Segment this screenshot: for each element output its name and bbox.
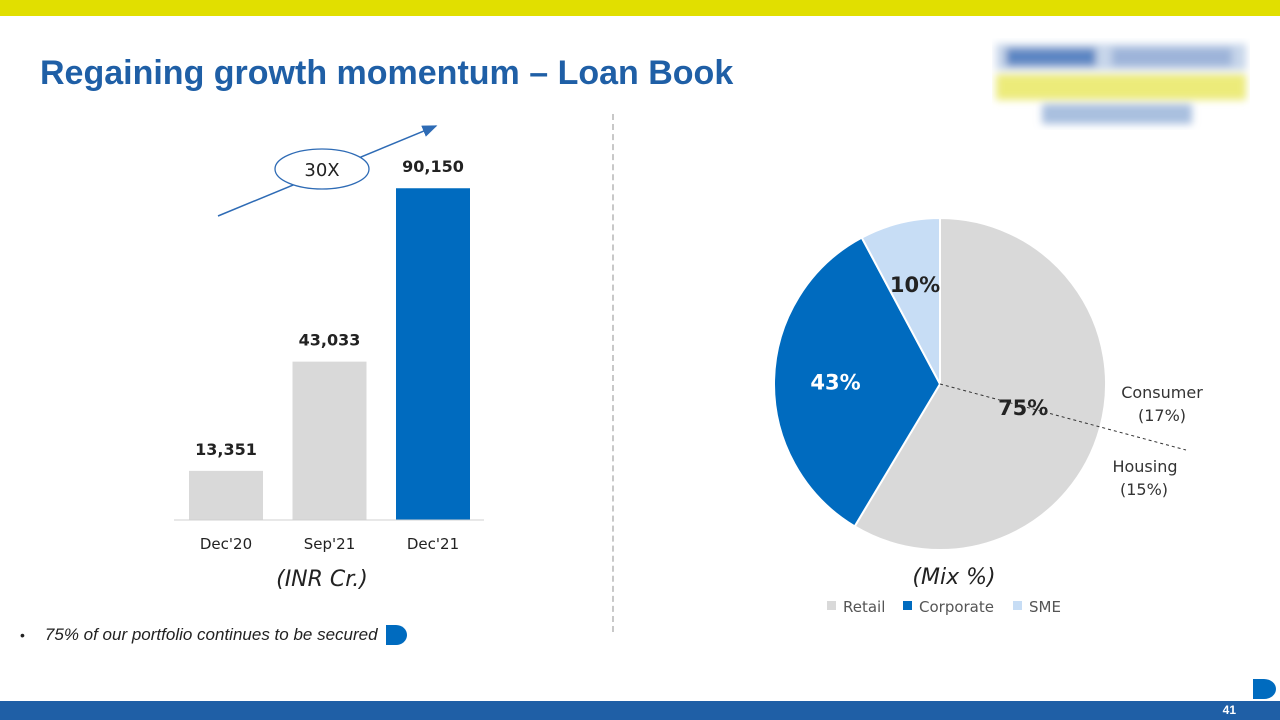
section-divider <box>612 114 614 632</box>
consumer-annotation-label: Consumer <box>1121 383 1203 402</box>
bar-category-label: Dec'20 <box>200 535 252 553</box>
legend-label-corporate: Corporate <box>919 598 994 616</box>
bar-chart-unit-label: (INR Cr.) <box>276 567 368 592</box>
bar-dec20 <box>189 470 263 520</box>
bar-category-label: Sep'21 <box>304 535 355 553</box>
legend-swatch-sme <box>1013 601 1022 610</box>
bar-sep21 <box>292 361 367 520</box>
retail-split-line <box>939 383 1187 451</box>
bar-value-label: 43,033 <box>299 331 361 350</box>
footer-bar <box>0 701 1280 720</box>
slide-title: Regaining growth momentum – Loan Book <box>40 54 734 92</box>
housing-annotation-label: Housing <box>1112 457 1177 476</box>
growth-annotation: 30X <box>304 160 339 181</box>
legend-label-sme: SME <box>1029 598 1061 616</box>
bar-category-label: Dec'21 <box>407 535 459 553</box>
pie-slice-label-corporate: 43% <box>810 370 860 394</box>
consumer-annotation-value: (17%) <box>1138 406 1186 425</box>
loan-mix-pie-chart: 75% 43% 10% Consumer (17%) Housing (15%) (… <box>773 216 1203 616</box>
company-logo <box>992 38 1250 130</box>
legend-swatch-retail <box>827 601 836 610</box>
legend-label-retail: Retail <box>843 598 885 616</box>
loan-book-bar-chart: 30X 13,351 Dec'20 43,033 Sep'21 90,150 Dec'21… <box>174 125 484 592</box>
pie-chart-unit-label: (Mix %) <box>912 565 995 590</box>
page-number: 41 <box>1222 703 1236 717</box>
bar-value-label: 13,351 <box>195 440 257 459</box>
pie-slice-sme <box>860 216 941 385</box>
bar-value-label: 90,150 <box>402 157 464 176</box>
corner-brand-mark-icon <box>1253 679 1276 699</box>
bullet-text: 75% of our portfolio continues to be sec… <box>44 625 378 644</box>
top-accent-bar <box>0 0 1280 16</box>
bullet-dot: • <box>20 627 25 643</box>
pie-slice-retail <box>853 216 1107 551</box>
growth-ellipse <box>274 148 370 190</box>
brand-mark-icon <box>385 625 407 645</box>
pie-slice-label-sme: 10% <box>890 273 940 297</box>
legend-swatch-corporate <box>903 601 912 610</box>
bar-dec21 <box>396 188 470 521</box>
pie-slice-label-retail: 75% <box>998 396 1048 420</box>
housing-annotation-value: (15%) <box>1120 480 1168 499</box>
pie-slice-corporate <box>773 236 942 528</box>
bullet-point: • 75% of our portfolio continues to be s… <box>20 625 408 645</box>
